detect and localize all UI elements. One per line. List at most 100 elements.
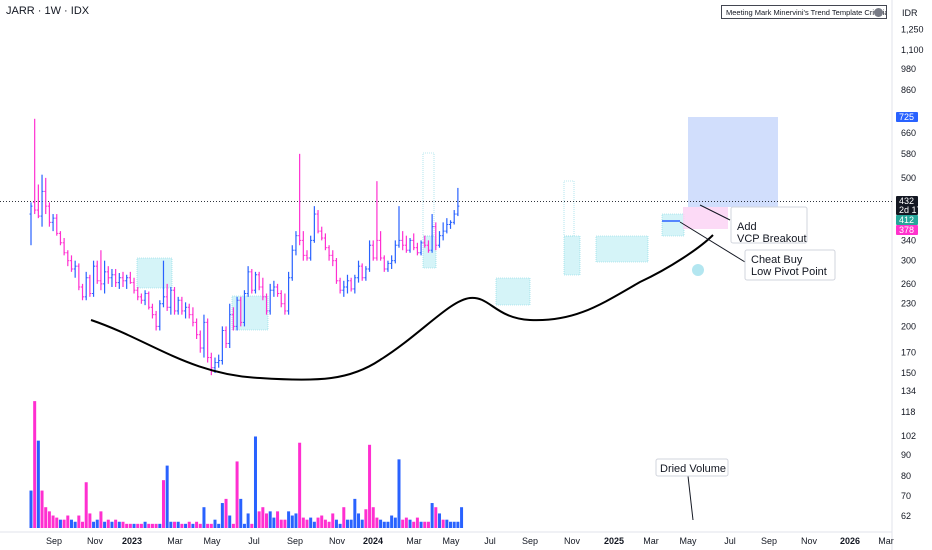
stop-zone: [683, 207, 728, 229]
volume-bar: [353, 498, 357, 528]
price-tag-mid-text: 412: [899, 215, 914, 225]
criteria-indicator-box[interactable]: Meeting Mark Minervini's Trend Template …: [721, 5, 887, 19]
volume-bar: [99, 511, 103, 528]
volume-bar: [228, 515, 232, 528]
spike-box: [422, 152, 435, 237]
add-arrow-line: [699, 204, 731, 221]
price-tag-top-text: 725: [899, 112, 914, 122]
volume-bar: [419, 521, 423, 528]
volume-bar: [283, 519, 287, 528]
symbol-title[interactable]: JARR · 1W · IDX: [6, 5, 90, 17]
y-tick-label: 150: [901, 368, 916, 378]
y-tick-label: 170: [901, 348, 916, 358]
volume-bar: [209, 523, 213, 528]
x-tick-label: 2026: [840, 536, 860, 546]
price-tag-mid-bg: [896, 215, 918, 225]
volume-bar: [92, 521, 96, 528]
volume-bar: [143, 521, 147, 528]
x-tick-label: Nov: [564, 536, 581, 546]
volume-bar: [106, 519, 110, 528]
volume-bar: [415, 517, 419, 528]
volume-bar: [401, 519, 405, 528]
x-tick-label: May: [442, 536, 460, 546]
x-tick-label: Jul: [484, 536, 496, 546]
price-tag-low-bg: [896, 225, 918, 235]
volume-bar: [114, 519, 118, 528]
volume-bar: [257, 511, 261, 528]
volume-bar: [239, 498, 243, 528]
volume-bar: [165, 465, 169, 528]
consolidation-box: [495, 277, 531, 306]
y-tick-label: 580: [901, 149, 916, 159]
y-tick-label: 102: [901, 431, 916, 441]
volume-bar: [309, 517, 313, 528]
volume-bar: [184, 523, 188, 528]
volume-bar: [423, 521, 427, 528]
volume-bar: [320, 515, 324, 528]
volume-bar: [364, 509, 368, 528]
volume-bar: [437, 513, 441, 528]
x-tick-label: 2025: [604, 536, 624, 546]
criteria-status-dot: [874, 8, 883, 17]
y-tick-label: 1,100: [901, 45, 924, 55]
volume-bar: [206, 523, 210, 528]
x-tick-label: Sep: [287, 536, 303, 546]
volume-bar: [173, 521, 177, 528]
volume-bar: [150, 523, 154, 528]
volume-bar: [379, 519, 383, 528]
volume-bar: [445, 519, 449, 528]
volume-bar: [393, 517, 397, 528]
volume-bar: [449, 521, 453, 528]
volume-bar: [441, 519, 445, 528]
x-tick-label: Jul: [724, 536, 736, 546]
volume-bar: [217, 523, 221, 528]
volume-bar: [287, 511, 291, 528]
target-zone: [688, 117, 778, 207]
volume-bar: [301, 517, 305, 528]
y-tick-label: 980: [901, 64, 916, 74]
volume-bar: [84, 482, 88, 528]
x-tick-label: Sep: [522, 536, 538, 546]
x-tick-label: May: [203, 536, 221, 546]
y-tick-label: 860: [901, 85, 916, 95]
y-tick-label: 200: [901, 321, 916, 331]
volume-bar: [272, 517, 276, 528]
volume-bar: [66, 515, 70, 528]
y-tick-label: 118: [901, 407, 915, 417]
x-tick-label: Mar: [878, 536, 894, 546]
marker-dot: [692, 264, 704, 276]
x-tick-label: Sep: [761, 536, 777, 546]
criteria-label: Meeting Mark Minervini's Trend Template …: [726, 8, 887, 17]
volume-bar: [334, 519, 338, 528]
y-tick-label: 90: [901, 450, 911, 460]
volume-bar: [103, 521, 107, 528]
cup-pattern-curve: [90, 234, 714, 381]
volume-callout-label: Dried Volume: [660, 463, 726, 475]
volume-bar: [397, 459, 401, 528]
volume-bar: [176, 521, 180, 528]
volume-arrow-line: [687, 475, 694, 521]
volume-bar: [408, 519, 412, 528]
consolidation-box: [231, 295, 269, 331]
volume-bar: [191, 523, 195, 528]
volume-bar: [331, 513, 335, 528]
volume-bar: [132, 523, 136, 528]
volume-bar: [298, 442, 302, 528]
y-tick-label: 80: [901, 471, 911, 481]
volume-bar: [246, 513, 250, 528]
volume-bar: [81, 521, 85, 528]
y-tick-label: 660: [901, 128, 916, 138]
volume-bar: [305, 519, 309, 528]
cheat-callout-line: Cheat Buy: [751, 254, 803, 266]
volume-bar: [460, 507, 464, 528]
volume-bar: [312, 521, 316, 528]
volume-bar: [33, 401, 37, 528]
volume-bar: [158, 523, 162, 528]
volume-bar: [430, 503, 434, 528]
volume-bar: [40, 490, 44, 528]
volume-bar: [117, 521, 121, 528]
volume-bar: [265, 513, 269, 528]
y-tick-label: 230: [901, 299, 916, 309]
x-tick-label: Nov: [329, 536, 346, 546]
